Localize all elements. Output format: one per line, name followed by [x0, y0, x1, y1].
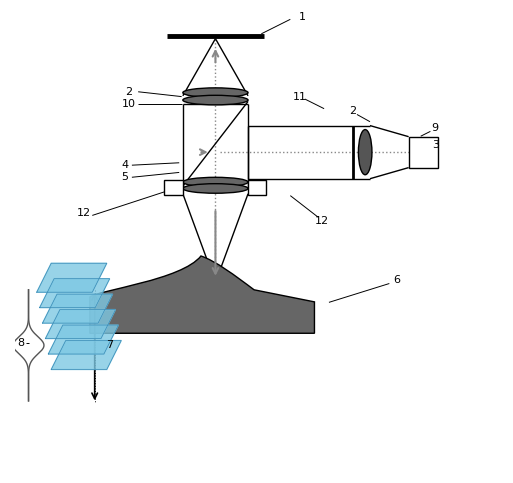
- Polygon shape: [51, 341, 121, 369]
- Text: 1: 1: [299, 12, 306, 22]
- Text: 4: 4: [122, 160, 129, 170]
- Text: 11: 11: [293, 92, 307, 101]
- Polygon shape: [48, 325, 119, 354]
- Ellipse shape: [183, 95, 248, 105]
- Text: 7: 7: [106, 341, 113, 350]
- Text: 2: 2: [349, 106, 357, 116]
- Ellipse shape: [183, 184, 248, 193]
- PathPatch shape: [90, 256, 314, 333]
- Polygon shape: [37, 263, 107, 292]
- Text: 3: 3: [432, 140, 439, 150]
- Ellipse shape: [183, 177, 248, 187]
- Bar: [165, 180, 183, 195]
- Bar: [409, 137, 438, 168]
- Text: 12: 12: [314, 216, 329, 226]
- Text: 2: 2: [125, 87, 132, 97]
- Ellipse shape: [183, 88, 248, 98]
- Polygon shape: [40, 279, 110, 308]
- Text: 5: 5: [122, 172, 129, 182]
- Ellipse shape: [359, 129, 372, 175]
- Text: 9: 9: [431, 123, 439, 133]
- Text: 12: 12: [77, 209, 91, 218]
- Bar: [248, 180, 266, 195]
- Text: 10: 10: [122, 99, 135, 109]
- Text: 8: 8: [18, 338, 25, 348]
- Text: 6: 6: [393, 275, 400, 285]
- Polygon shape: [43, 294, 112, 323]
- Polygon shape: [46, 310, 115, 339]
